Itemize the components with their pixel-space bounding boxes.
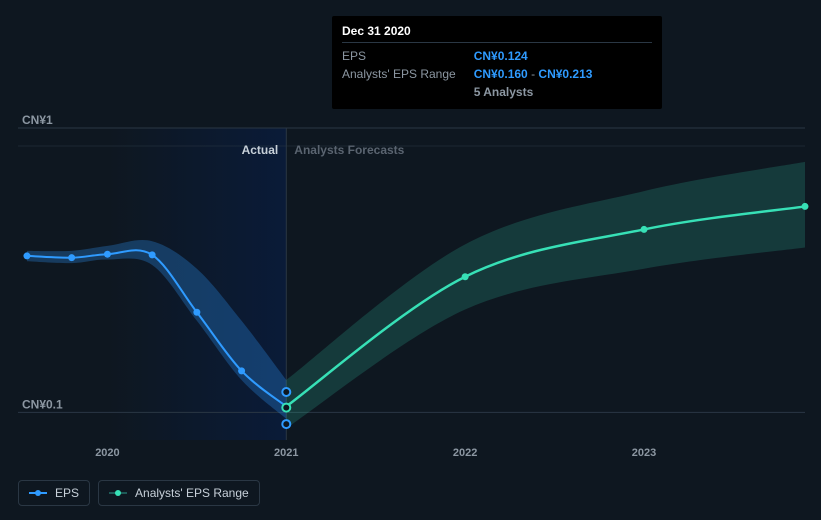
svg-text:2020: 2020 [95,447,119,459]
svg-text:CN¥1: CN¥1 [22,113,53,127]
tooltip-range-value: CN¥0.160 - CN¥0.213 [474,65,593,83]
legend-range[interactable]: Analysts' EPS Range [98,480,260,506]
tooltip-eps-value: CN¥0.124 [474,47,593,65]
legend-range-swatch [109,489,127,497]
legend-eps[interactable]: EPS [18,480,90,506]
tooltip-analysts-value: 5 Analysts [474,83,593,101]
tooltip-eps-label: EPS [342,47,474,65]
tooltip-date: Dec 31 2020 [342,24,652,38]
svg-text:2021: 2021 [274,447,298,459]
legend-eps-swatch [29,489,47,497]
tooltip-range-label: Analysts' EPS Range [342,65,474,83]
svg-text:2022: 2022 [453,447,477,459]
legend: EPS Analysts' EPS Range [18,480,260,506]
svg-text:Analysts Forecasts: Analysts Forecasts [294,143,404,157]
legend-eps-label: EPS [55,486,79,500]
svg-text:Actual: Actual [242,143,279,157]
chart-tooltip: Dec 31 2020 EPS CN¥0.124 Analysts' EPS R… [332,16,662,109]
svg-text:CN¥0.1: CN¥0.1 [22,397,63,411]
legend-range-label: Analysts' EPS Range [135,486,249,500]
svg-text:2023: 2023 [632,447,656,459]
